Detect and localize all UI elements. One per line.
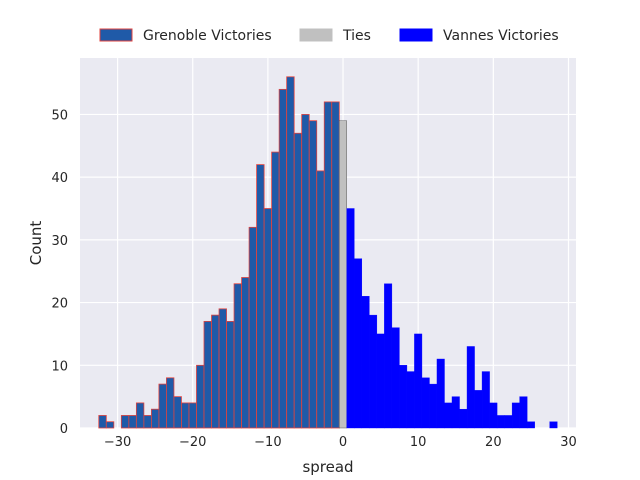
bar-vannes-victories — [346, 208, 355, 429]
legend-label-ties: Ties — [342, 28, 371, 44]
bar-grenoble-victories — [241, 277, 250, 429]
x-tick-label: 30 — [560, 435, 577, 450]
bar-vannes-victories — [406, 371, 415, 429]
legend-swatch-ties — [299, 28, 333, 42]
bar-vannes-victories — [361, 296, 370, 429]
bar-grenoble-victories — [143, 415, 152, 429]
bar-grenoble-victories — [323, 101, 333, 429]
bar-grenoble-victories — [128, 415, 137, 429]
bar-vannes-victories — [474, 390, 483, 429]
bar-vannes-victories — [436, 358, 445, 429]
bar-grenoble-victories — [135, 402, 145, 429]
bar-grenoble-victories — [248, 226, 258, 429]
bar-vannes-victories — [459, 408, 468, 429]
legend-label-grenoble-victories: Grenoble Victories — [143, 28, 272, 44]
y-tick-label: 40 — [51, 171, 68, 186]
x-tick-label: −10 — [254, 435, 281, 450]
bar-vannes-victories — [399, 365, 408, 429]
bar-grenoble-victories — [211, 314, 220, 429]
bar-grenoble-victories — [196, 364, 205, 429]
bar-grenoble-victories — [150, 408, 160, 429]
x-axis-label: spread — [302, 458, 353, 476]
bar-vannes-victories — [526, 421, 535, 429]
bar-grenoble-victories — [166, 377, 175, 429]
bar-vannes-victories — [369, 314, 378, 429]
bar-vannes-victories — [421, 377, 430, 429]
bar-grenoble-victories — [331, 101, 340, 429]
y-axis-label: Count — [27, 221, 45, 266]
y-tick-label: 50 — [51, 108, 68, 123]
y-tick-label: 0 — [60, 422, 68, 437]
legend-swatch-vannes-victories — [399, 28, 433, 42]
bar-grenoble-victories — [218, 308, 227, 429]
bar-grenoble-victories — [278, 88, 288, 429]
x-tick-label: 0 — [339, 435, 347, 450]
y-tick-labels: 0 10 20 30 40 50 — [51, 108, 68, 437]
x-tick-label: −30 — [104, 435, 131, 450]
bar-vannes-victories — [376, 333, 385, 429]
bar-grenoble-victories — [271, 151, 280, 429]
bar-vannes-victories — [444, 402, 453, 429]
bar-grenoble-victories — [173, 396, 182, 429]
bar-vannes-victories — [481, 371, 490, 429]
bar-vannes-victories — [429, 383, 438, 429]
x-tick-label: −20 — [179, 435, 206, 450]
bar-grenoble-victories — [158, 383, 167, 429]
bar-grenoble-victories — [181, 402, 190, 429]
y-tick-label: 10 — [51, 359, 68, 374]
bar-grenoble-victories — [256, 164, 265, 429]
bar-vannes-victories — [549, 421, 558, 429]
legend: Grenoble Victories Ties Vannes Victories — [99, 28, 559, 44]
bar-ties — [339, 120, 347, 429]
bar-grenoble-victories — [301, 114, 310, 429]
bar-grenoble-victories — [263, 208, 273, 429]
bar-grenoble-victories — [203, 320, 212, 429]
legend-swatch-grenoble-victories — [99, 28, 133, 42]
bar-vannes-victories — [504, 415, 513, 429]
bar-grenoble-victories — [316, 170, 325, 429]
bar-vannes-victories — [391, 327, 400, 429]
x-tick-label: 20 — [485, 435, 502, 450]
bar-vannes-victories — [489, 402, 498, 429]
bar-grenoble-victories — [226, 320, 235, 429]
bar-grenoble-victories — [105, 421, 115, 429]
bar-grenoble-victories — [188, 402, 197, 429]
bar-grenoble-victories — [293, 132, 303, 429]
x-tick-labels: −30 −20 −10 0 10 20 30 — [104, 435, 577, 450]
bar-grenoble-victories — [98, 415, 107, 429]
bar-vannes-victories — [384, 283, 393, 429]
legend-label-vannes-victories: Vannes Victories — [443, 28, 559, 44]
bar-vannes-victories — [466, 346, 475, 429]
bar-vannes-victories — [354, 258, 363, 429]
x-tick-label: 10 — [410, 435, 427, 450]
y-tick-label: 20 — [51, 297, 68, 312]
bar-grenoble-victories — [233, 283, 242, 429]
bar-vannes-victories — [519, 396, 528, 429]
bar-vannes-victories — [414, 333, 423, 429]
y-tick-label: 30 — [51, 234, 68, 249]
bar-vannes-victories — [511, 402, 520, 429]
bars — [98, 76, 558, 429]
bar-grenoble-victories — [120, 415, 130, 429]
bar-vannes-victories — [451, 396, 460, 429]
bar-grenoble-victories — [286, 76, 295, 429]
bar-grenoble-victories — [308, 120, 318, 429]
bar-vannes-victories — [496, 415, 505, 429]
